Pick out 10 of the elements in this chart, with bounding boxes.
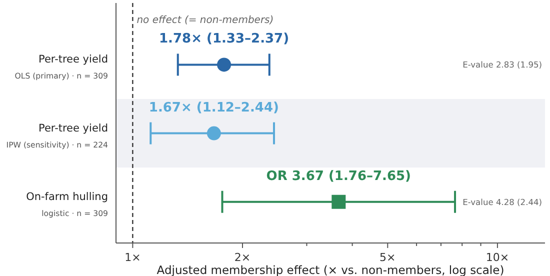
x-tick-label: 1× [124, 251, 141, 264]
x-tick-label: 10× [486, 251, 510, 264]
annotation: E-value 2.83 (1.95) [462, 60, 542, 70]
data-label: OR 3.67 (1.76–7.65) [266, 168, 412, 184]
x-tick-label: 2× [234, 251, 251, 264]
annotation: E-value 4.28 (2.44) [462, 196, 542, 207]
data-label: 1.67× (1.12–2.44) [148, 100, 279, 116]
ref-line-label: no effect (= non-members) [136, 15, 274, 26]
x-tick-label: 5× [380, 251, 396, 264]
data-label: 1.78× (1.33–2.37) [159, 32, 290, 47]
